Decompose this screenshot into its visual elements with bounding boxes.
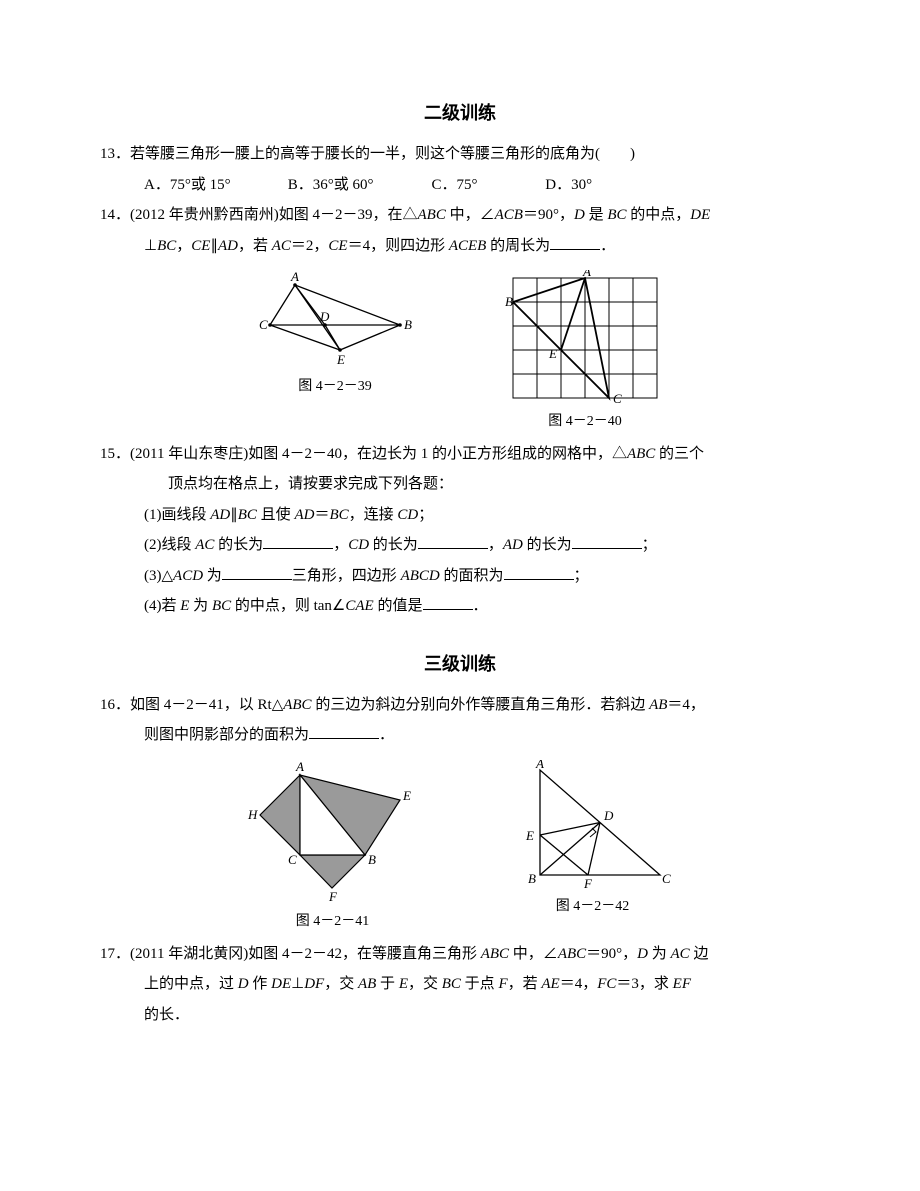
q15-p2: (2)线段 AC 的长为，CD 的长为，AD 的长为； <box>100 531 820 560</box>
q13-num: 13． <box>100 146 130 162</box>
svg-text:C: C <box>259 317 268 332</box>
fig41: A H C B E F 图 4－2－41 <box>245 760 420 936</box>
fig-row-41-42: A H C B E F 图 4－2－41 <box>100 760 820 936</box>
q15-blank-cd <box>418 534 488 549</box>
svg-text:F: F <box>583 876 593 890</box>
q15-blank-ac <box>263 534 333 549</box>
fig40-cap: 图 4－2－40 <box>548 409 622 436</box>
svg-text:H: H <box>247 807 258 822</box>
q13-optC: C．75° <box>432 171 542 200</box>
q13: 13．若等腰三角形一腰上的高等于腰长的一半，则这个等腰三角形的底角为( ) <box>100 140 820 169</box>
fig42-svg: A B C D E F <box>510 760 675 890</box>
q15-p4: (4)若 E 为 BC 的中点，则 tan∠CAE 的值是． <box>100 592 820 621</box>
q14-blank <box>550 234 600 249</box>
svg-text:A: A <box>582 270 591 279</box>
q13-optD: D．30° <box>545 171 685 200</box>
fig42: A B C D E F 图 4－2－42 <box>510 760 675 936</box>
q14-l2: ⊥BC，CE∥AD，若 AC＝2，CE＝4，则四边形 ACEB 的周长为． <box>100 232 820 261</box>
q15-blank-area <box>504 565 574 580</box>
q13-optA: A．75°或 15° <box>144 171 284 200</box>
q15-blank-type <box>222 565 292 580</box>
q15-num: 15． <box>100 446 130 462</box>
q13-options: A．75°或 15° B．36°或 60° C．75° D．30° <box>100 171 820 200</box>
q14-l1: 14．(2012 年贵州黔西南州)如图 4－2－39，在△ABC 中，∠ACB＝… <box>100 201 820 230</box>
q16-blank <box>309 724 379 739</box>
svg-text:C: C <box>662 871 671 886</box>
svg-text:B: B <box>368 852 376 867</box>
section-title-level3: 三级训练 <box>100 647 820 681</box>
q15-blank-ad <box>572 534 642 549</box>
q16-l2: 则图中阴影部分的面积为． <box>100 721 820 750</box>
fig-row-39-40: A C B D E 图 4－2－39 <box>100 270 820 436</box>
q14-num: 14． <box>100 207 130 223</box>
fig41-svg: A H C B E F <box>245 760 420 905</box>
svg-text:D: D <box>603 808 614 823</box>
fig41-cap: 图 4－2－41 <box>296 909 370 936</box>
svg-text:D: D <box>319 309 330 324</box>
svg-text:A: A <box>290 270 299 284</box>
svg-text:C: C <box>613 391 622 405</box>
svg-text:B: B <box>528 871 536 886</box>
svg-text:B: B <box>404 317 412 332</box>
q15-l2: 顶点均在格点上，请按要求完成下列各题： <box>100 470 820 499</box>
svg-text:E: E <box>548 346 557 361</box>
fig39-cap: 图 4－2－39 <box>298 374 372 401</box>
fig39: A C B D E 图 4－2－39 <box>255 270 415 436</box>
svg-text:F: F <box>328 889 338 904</box>
q15-l1: 15．(2011 年山东枣庄)如图 4－2－40，在边长为 1 的小正方形组成的… <box>100 440 820 469</box>
q17-l2: 上的中点，过 D 作 DE⊥DF，交 AB 于 E，交 BC 于点 F，若 AE… <box>100 970 820 999</box>
svg-text:E: E <box>525 828 534 843</box>
q15-p3: (3)△ACD 为三角形，四边形 ABCD 的面积为； <box>100 562 820 591</box>
q16-l1: 16．如图 4－2－41，以 Rt△ABC 的三边为斜边分别向外作等腰直角三角形… <box>100 691 820 720</box>
svg-text:B: B <box>505 294 513 309</box>
q15-blank-tan <box>423 595 473 610</box>
svg-text:A: A <box>295 760 304 774</box>
q16-num: 16． <box>100 697 130 713</box>
fig39-svg: A C B D E <box>255 270 415 370</box>
svg-text:A: A <box>535 760 544 771</box>
svg-text:E: E <box>336 352 345 367</box>
q17-l3: 的长． <box>100 1001 820 1030</box>
fig40-svg: A B C E <box>505 270 665 405</box>
q13-text: 若等腰三角形一腰上的高等于腰长的一半，则这个等腰三角形的底角为( ) <box>130 146 635 162</box>
svg-text:E: E <box>402 788 411 803</box>
svg-text:C: C <box>288 852 297 867</box>
q17-l1: 17．(2011 年湖北黄冈)如图 4－2－42，在等腰直角三角形 ABC 中，… <box>100 940 820 969</box>
section-title-level2: 二级训练 <box>100 96 820 130</box>
fig40: A B C E 图 4－2－40 <box>505 270 665 436</box>
fig42-cap: 图 4－2－42 <box>556 894 630 921</box>
q13-optB: B．36°或 60° <box>288 171 428 200</box>
q17-num: 17． <box>100 946 130 962</box>
q15-p1: (1)画线段 AD∥BC 且使 AD＝BC，连接 CD； <box>100 501 820 530</box>
